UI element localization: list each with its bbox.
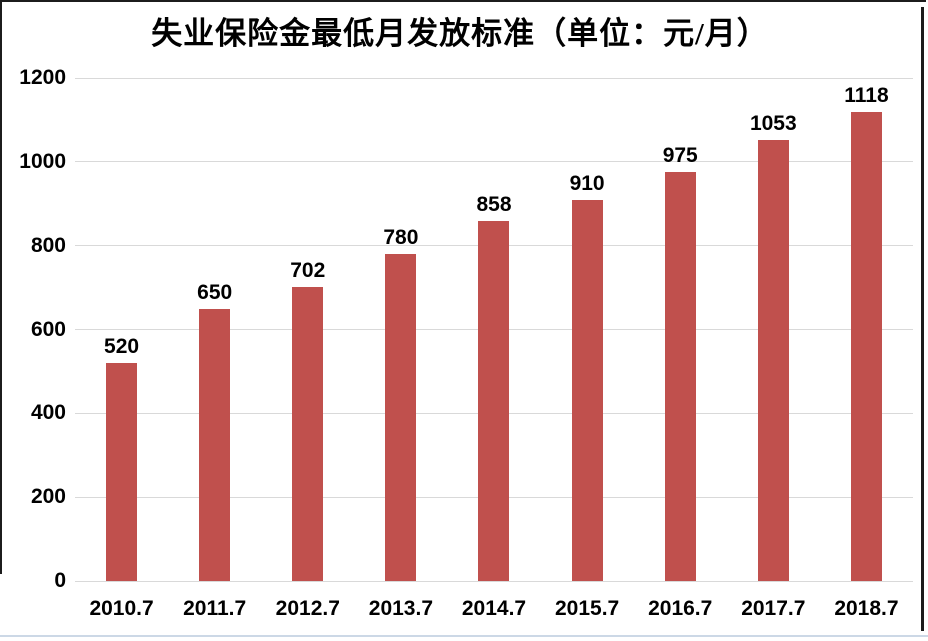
x-tick-label-2015.7: 2015.7 <box>554 597 620 620</box>
bar-value-label-2018.7: 1118 <box>844 84 889 108</box>
bar-slot-2012.7: 702 <box>261 78 354 581</box>
bar-2010.7 <box>106 363 138 581</box>
bar-value-label-2014.7: 858 <box>476 193 512 217</box>
bar-slot-2011.7: 650 <box>168 78 261 581</box>
bar-slot-2010.7: 520 <box>75 78 168 581</box>
bar-slot-2014.7: 858 <box>447 78 540 581</box>
bar-2015.7 <box>571 199 603 581</box>
screenshot-right-border <box>921 7 924 631</box>
y-tick-label-1000: 1000 <box>19 149 66 173</box>
y-tick-label-0: 0 <box>54 569 66 592</box>
x-tick-label-2012.7: 2012.7 <box>275 597 340 620</box>
bar-2016.7 <box>664 172 696 581</box>
screenshot-top-border <box>0 0 926 2</box>
y-tick-label-600: 600 <box>30 317 66 341</box>
bar-value-label-2013.7: 780 <box>383 226 419 250</box>
gridline-1200 <box>75 77 913 79</box>
y-tick-label-800: 800 <box>30 233 66 257</box>
x-axis-tick-labels: 2010.7 2011.7 2012.7 2013.7 2014.7 2015.7 2016… <box>75 597 913 621</box>
y-tick-label-400: 400 <box>30 401 66 425</box>
bar-value-label-2017.7: 1053 <box>749 111 797 135</box>
x-tick-label-2017.7: 2017.7 <box>741 597 806 620</box>
bar-series: 520 650 702 780 858 910 975 1053 1118 <box>75 78 913 581</box>
x-tick-label-2016.7: 2016.7 <box>648 597 713 620</box>
bar-value-label-2010.7: 520 <box>104 335 140 359</box>
gridline-0 <box>75 580 913 582</box>
bar-value-label-2015.7: 910 <box>569 171 605 195</box>
gridline-1000 <box>75 161 913 163</box>
screenshot-bottom-rule <box>0 635 928 637</box>
x-tick-label-2018.7: 2018.7 <box>834 597 899 620</box>
bar-2017.7 <box>757 139 789 581</box>
y-tick-label-200: 200 <box>30 485 66 509</box>
x-tick-label-2013.7: 2013.7 <box>368 597 433 620</box>
bar-slot-2016.7: 975 <box>634 78 727 581</box>
x-tick-label-2011.7: 2011.7 <box>183 597 247 620</box>
bar-slot-2015.7: 910 <box>541 78 634 581</box>
y-tick-label-1200: 1200 <box>19 66 66 89</box>
bar-value-label-2011.7: 650 <box>197 280 233 304</box>
bar-value-label-2012.7: 702 <box>290 258 326 282</box>
bar-2013.7 <box>385 254 417 581</box>
bar-value-label-2016.7: 975 <box>662 144 698 168</box>
bar-2012.7 <box>292 286 324 581</box>
chart-title: 失业保险金最低月发放标准（单位：元/月） <box>151 16 769 51</box>
bar-2018.7 <box>850 112 882 581</box>
bar-slot-2013.7: 780 <box>354 78 447 581</box>
bar-2011.7 <box>199 308 231 581</box>
x-tick-label-2010.7: 2010.7 <box>89 597 154 620</box>
bar-slot-2017.7: 1053 <box>727 78 820 581</box>
bar-slot-2018.7: 1118 <box>820 78 913 581</box>
bar-2014.7 <box>478 221 510 581</box>
screenshot-left-border <box>0 0 2 574</box>
x-tick-label-2014.7: 2014.7 <box>461 597 527 620</box>
plot-area: 520 650 702 780 858 910 975 1053 1118 <box>75 77 913 582</box>
